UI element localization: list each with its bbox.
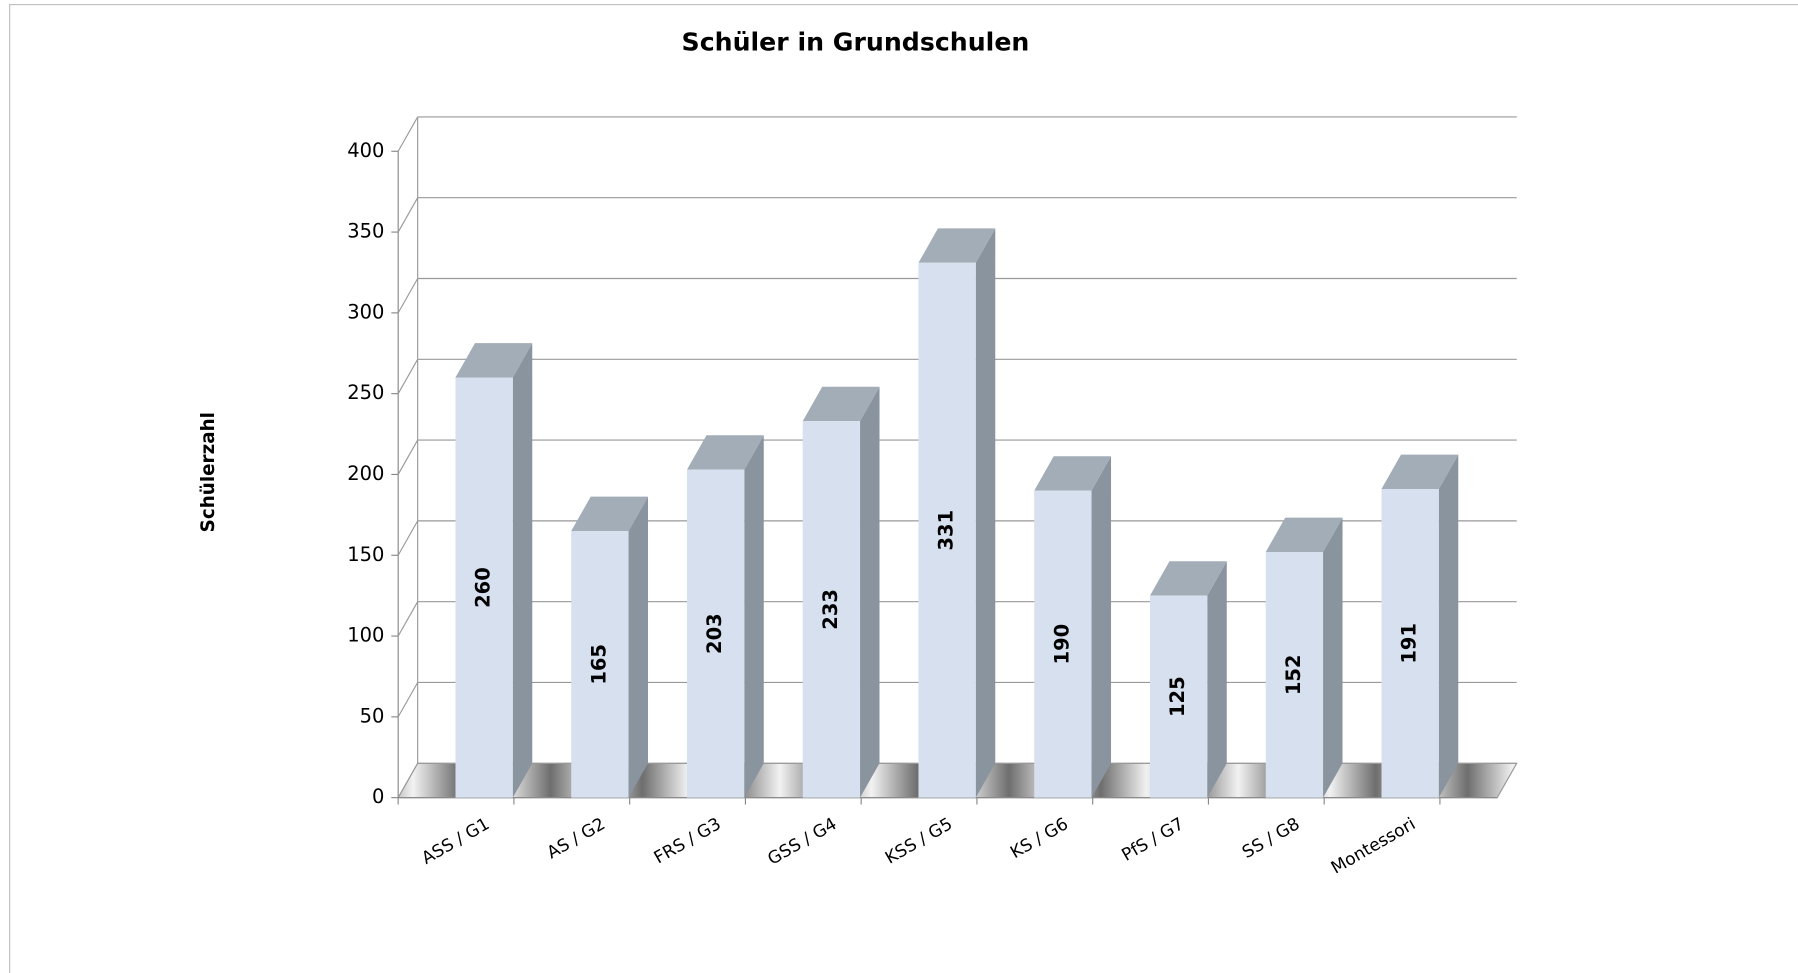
y-tick-label: 150 <box>347 543 384 566</box>
bar-side <box>744 435 764 798</box>
bar-side <box>512 343 533 798</box>
bar-side <box>1091 456 1112 798</box>
bar-top <box>1034 456 1112 491</box>
value-label: 190 <box>1050 624 1073 665</box>
bar-top <box>1265 517 1343 553</box>
bar-top <box>1381 454 1459 490</box>
bar-top <box>686 435 764 470</box>
y-tick-label: 100 <box>347 624 384 647</box>
grid-line <box>397 359 419 394</box>
bar-top <box>802 386 880 422</box>
bar-side <box>1207 561 1227 798</box>
chart-border <box>9 4 1798 973</box>
grid-line <box>397 601 419 637</box>
bar <box>1149 595 1208 798</box>
grid-line <box>397 116 419 152</box>
grid-line <box>397 682 419 718</box>
grid-line <box>397 762 419 798</box>
grid-line <box>397 197 419 233</box>
bar <box>686 469 745 798</box>
bar-side <box>628 496 649 798</box>
value-label: 125 <box>1166 676 1189 717</box>
bar <box>1381 489 1439 798</box>
bar <box>1265 552 1324 798</box>
bar <box>1034 490 1092 798</box>
bar <box>802 421 861 798</box>
y-tick-label: 50 <box>360 704 385 727</box>
bar-side <box>975 228 996 798</box>
bar-top <box>1149 561 1227 596</box>
bar <box>455 377 513 798</box>
grid-line <box>397 520 419 556</box>
bar-side <box>1323 517 1343 798</box>
bar-top <box>455 343 533 378</box>
chart-title: Schüler in Grundschulen <box>682 28 1030 57</box>
value-label: 152 <box>1282 655 1305 696</box>
y-axis-label: Schülerzahl <box>198 412 219 532</box>
value-label: 331 <box>935 510 958 551</box>
value-label: 233 <box>819 589 842 630</box>
bar-side <box>860 386 880 798</box>
y-tick-label: 350 <box>347 220 384 243</box>
value-label: 191 <box>1398 623 1421 664</box>
value-label: 260 <box>472 567 495 608</box>
grid-line <box>397 278 419 314</box>
bar <box>571 531 629 798</box>
y-tick-label: 250 <box>347 381 384 404</box>
value-label: 203 <box>703 613 726 654</box>
bar <box>918 262 976 798</box>
y-tick-label: 0 <box>372 785 384 808</box>
y-tick-label: 300 <box>347 300 384 323</box>
y-tick-label: 200 <box>347 462 384 485</box>
bar-top <box>571 496 649 532</box>
value-label: 165 <box>587 644 610 685</box>
grid-line <box>397 439 419 475</box>
bar-top <box>918 228 996 263</box>
bar-side <box>1438 454 1459 798</box>
y-tick-label: 400 <box>347 139 384 162</box>
